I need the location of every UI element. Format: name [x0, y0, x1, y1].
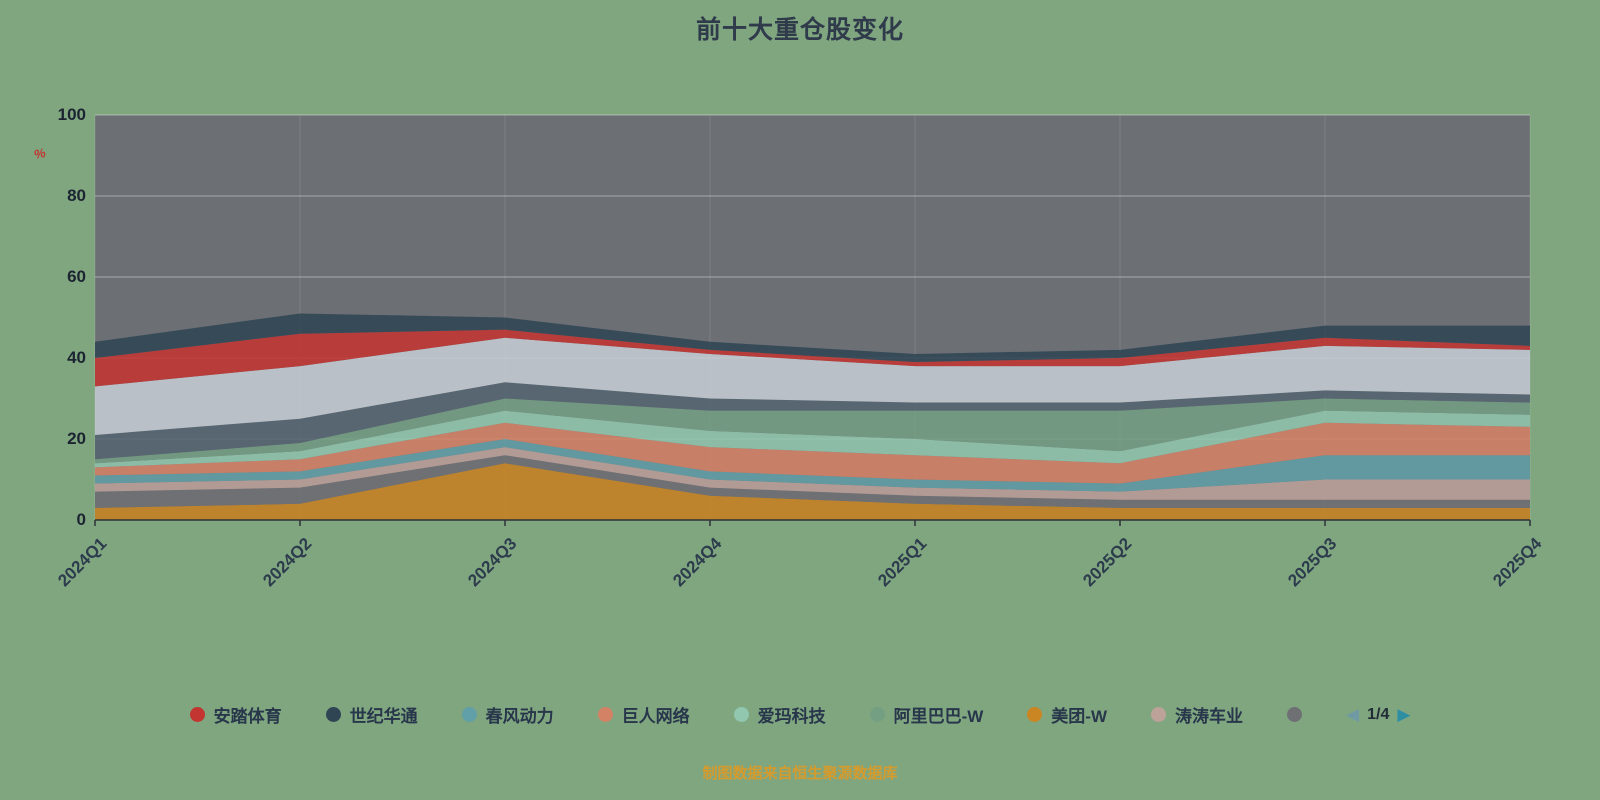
- legend-item-label: 安踏体育: [213, 707, 282, 726]
- area-series: [95, 439, 1530, 492]
- area-series: [95, 410, 1530, 468]
- area-series: [95, 422, 1530, 484]
- legend-dot-icon: [461, 707, 477, 722]
- data-source-note: 制图数据来自恒生聚源数据库: [702, 765, 898, 782]
- area-series: [95, 455, 1530, 508]
- area-series: [95, 463, 1530, 520]
- area-series: [95, 447, 1530, 500]
- area-series: [95, 337, 1530, 435]
- legend-item[interactable]: 阿里巴巴-W: [869, 702, 984, 727]
- legend: 安踏体育 世纪华通 春风动力 巨人网络 爱玛科技 阿里巴巴-W 美团-W 涛涛车业 ◀ 1/4…: [0, 702, 1600, 727]
- legend-dot-icon: [1151, 707, 1167, 722]
- legend-dot-icon: [189, 707, 205, 722]
- y-axis-unit-marker: %: [32, 144, 47, 163]
- area-series: [95, 382, 1530, 460]
- area-series: [95, 329, 1530, 387]
- legend-items: 安踏体育 世纪华通 春风动力 巨人网络 爱玛科技 阿里巴巴-W 美团-W 涛涛车业: [189, 702, 1303, 727]
- legend-pagination: ◀ 1/4 ▶: [1346, 706, 1410, 724]
- legend-dot-icon: [597, 707, 613, 722]
- y-axis-label: 60: [67, 267, 86, 286]
- y-axis-label: 80: [67, 186, 86, 205]
- y-axis-label: 40: [67, 348, 86, 367]
- legend-item[interactable]: 世纪华通: [325, 702, 418, 727]
- legend-page-indicator: 1/4: [1367, 705, 1390, 723]
- legend-item-label: 爱玛科技: [757, 707, 826, 726]
- legend-item[interactable]: 巨人网络: [597, 702, 690, 727]
- legend-item[interactable]: 涛涛车业: [1151, 702, 1243, 727]
- legend-next-icon[interactable]: ▶: [1397, 705, 1411, 724]
- legend-dot-icon: [1287, 707, 1303, 722]
- page-title: 前十大重仓股变化: [695, 16, 904, 44]
- area-series: [95, 398, 1530, 464]
- legend-dot-icon: [869, 707, 885, 722]
- legend-item[interactable]: 美团-W: [1027, 702, 1107, 727]
- legend-item[interactable]: 春风动力: [461, 702, 554, 727]
- legend-item-label: 美团-W: [1051, 707, 1108, 726]
- legend-item-label: 世纪华通: [349, 707, 418, 726]
- legend-prev-icon[interactable]: ◀: [1346, 705, 1360, 724]
- area-series: [95, 313, 1530, 363]
- legend-item[interactable]: 安踏体育: [189, 702, 282, 727]
- legend-dot-icon: [733, 707, 749, 722]
- legend-dot-icon: [1027, 707, 1043, 722]
- legend-item-label: 巨人网络: [621, 707, 690, 726]
- legend-item-label: 阿里巴巴-W: [893, 707, 984, 726]
- legend-dot-icon: [325, 707, 341, 722]
- legend-item[interactable]: [1287, 707, 1303, 722]
- y-axis-label: 0: [76, 510, 86, 529]
- y-axis-label: 20: [67, 429, 86, 448]
- legend-item[interactable]: 爱玛科技: [733, 702, 826, 727]
- legend-item-label: 涛涛车业: [1175, 707, 1244, 726]
- y-axis-label: 100: [57, 105, 86, 124]
- legend-item-label: 春风动力: [485, 707, 554, 726]
